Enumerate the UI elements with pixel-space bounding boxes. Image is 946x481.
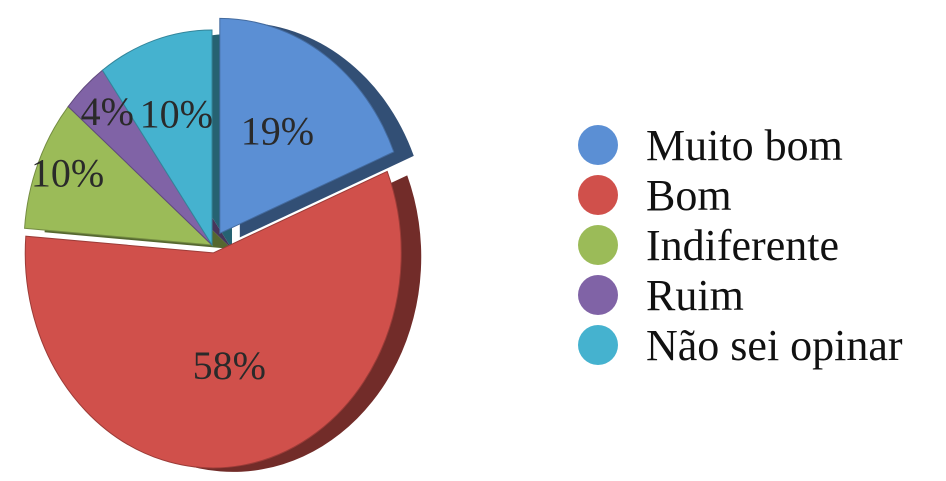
- legend-swatch-indiferente: [578, 225, 618, 265]
- legend-swatch-ruim: [578, 275, 618, 315]
- pie-slice-bom: [24, 170, 402, 469]
- legend-item-muito-bom: Muito bom: [578, 120, 903, 170]
- legend-label-indiferente: Indiferente: [646, 220, 839, 270]
- pie-value-label-muito-bom: 19%: [241, 108, 314, 153]
- legend-label-muito-bom: Muito bom: [646, 120, 843, 170]
- pie-value-label-indiferente: 10%: [31, 151, 104, 196]
- legend-label-nao-sei-opinar: Não sei opinar: [646, 320, 903, 370]
- legend-swatch-nao-sei-opinar: [578, 325, 618, 365]
- legend-label-ruim: Ruim: [646, 270, 744, 320]
- legend-item-ruim: Ruim: [578, 270, 903, 320]
- pie-value-label-bom: 58%: [193, 343, 266, 388]
- legend-item-nao-sei-opinar: Não sei opinar: [578, 320, 903, 370]
- legend-item-bom: Bom: [578, 170, 903, 220]
- legend-item-indiferente: Indiferente: [578, 220, 903, 270]
- legend-swatch-muito-bom: [578, 125, 618, 165]
- pie-slice-indiferente: [24, 105, 214, 246]
- pie-slice-muito-bom: [219, 17, 395, 235]
- legend-label-bom: Bom: [646, 170, 732, 220]
- legend-swatch-bom: [578, 175, 618, 215]
- pie-value-label-ruim: 4%: [81, 89, 134, 134]
- legend: Muito bom Bom Indiferente Ruim Não sei o…: [578, 120, 903, 370]
- pie-value-label-nao-sei-opinar: 10%: [140, 91, 213, 136]
- pie-slice-nao-sei-opinar: [101, 29, 213, 247]
